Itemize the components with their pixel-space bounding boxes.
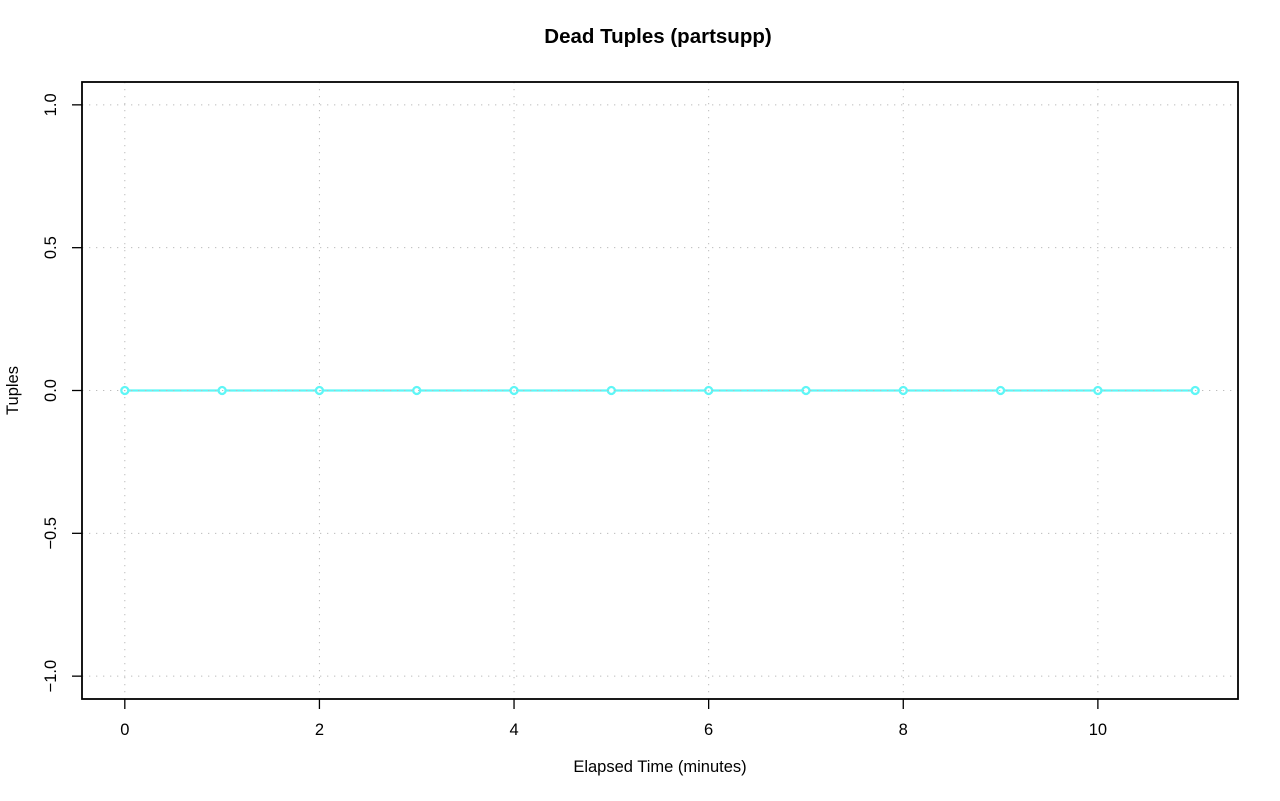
svg-text:2: 2 bbox=[315, 721, 324, 739]
svg-text:1.0: 1.0 bbox=[42, 93, 60, 116]
svg-text:0.0: 0.0 bbox=[42, 379, 60, 402]
svg-text:Tuples: Tuples bbox=[4, 366, 22, 415]
svg-text:Elapsed Time (minutes): Elapsed Time (minutes) bbox=[573, 758, 746, 776]
svg-text:0.5: 0.5 bbox=[42, 236, 60, 259]
svg-text:−1.0: −1.0 bbox=[42, 660, 60, 693]
svg-text:4: 4 bbox=[509, 721, 518, 739]
svg-text:0: 0 bbox=[120, 721, 129, 739]
svg-text:Dead Tuples (partsupp): Dead Tuples (partsupp) bbox=[544, 25, 771, 48]
svg-text:−0.5: −0.5 bbox=[42, 517, 60, 550]
svg-text:6: 6 bbox=[704, 721, 713, 739]
svg-text:8: 8 bbox=[899, 721, 908, 739]
svg-text:10: 10 bbox=[1089, 721, 1107, 739]
